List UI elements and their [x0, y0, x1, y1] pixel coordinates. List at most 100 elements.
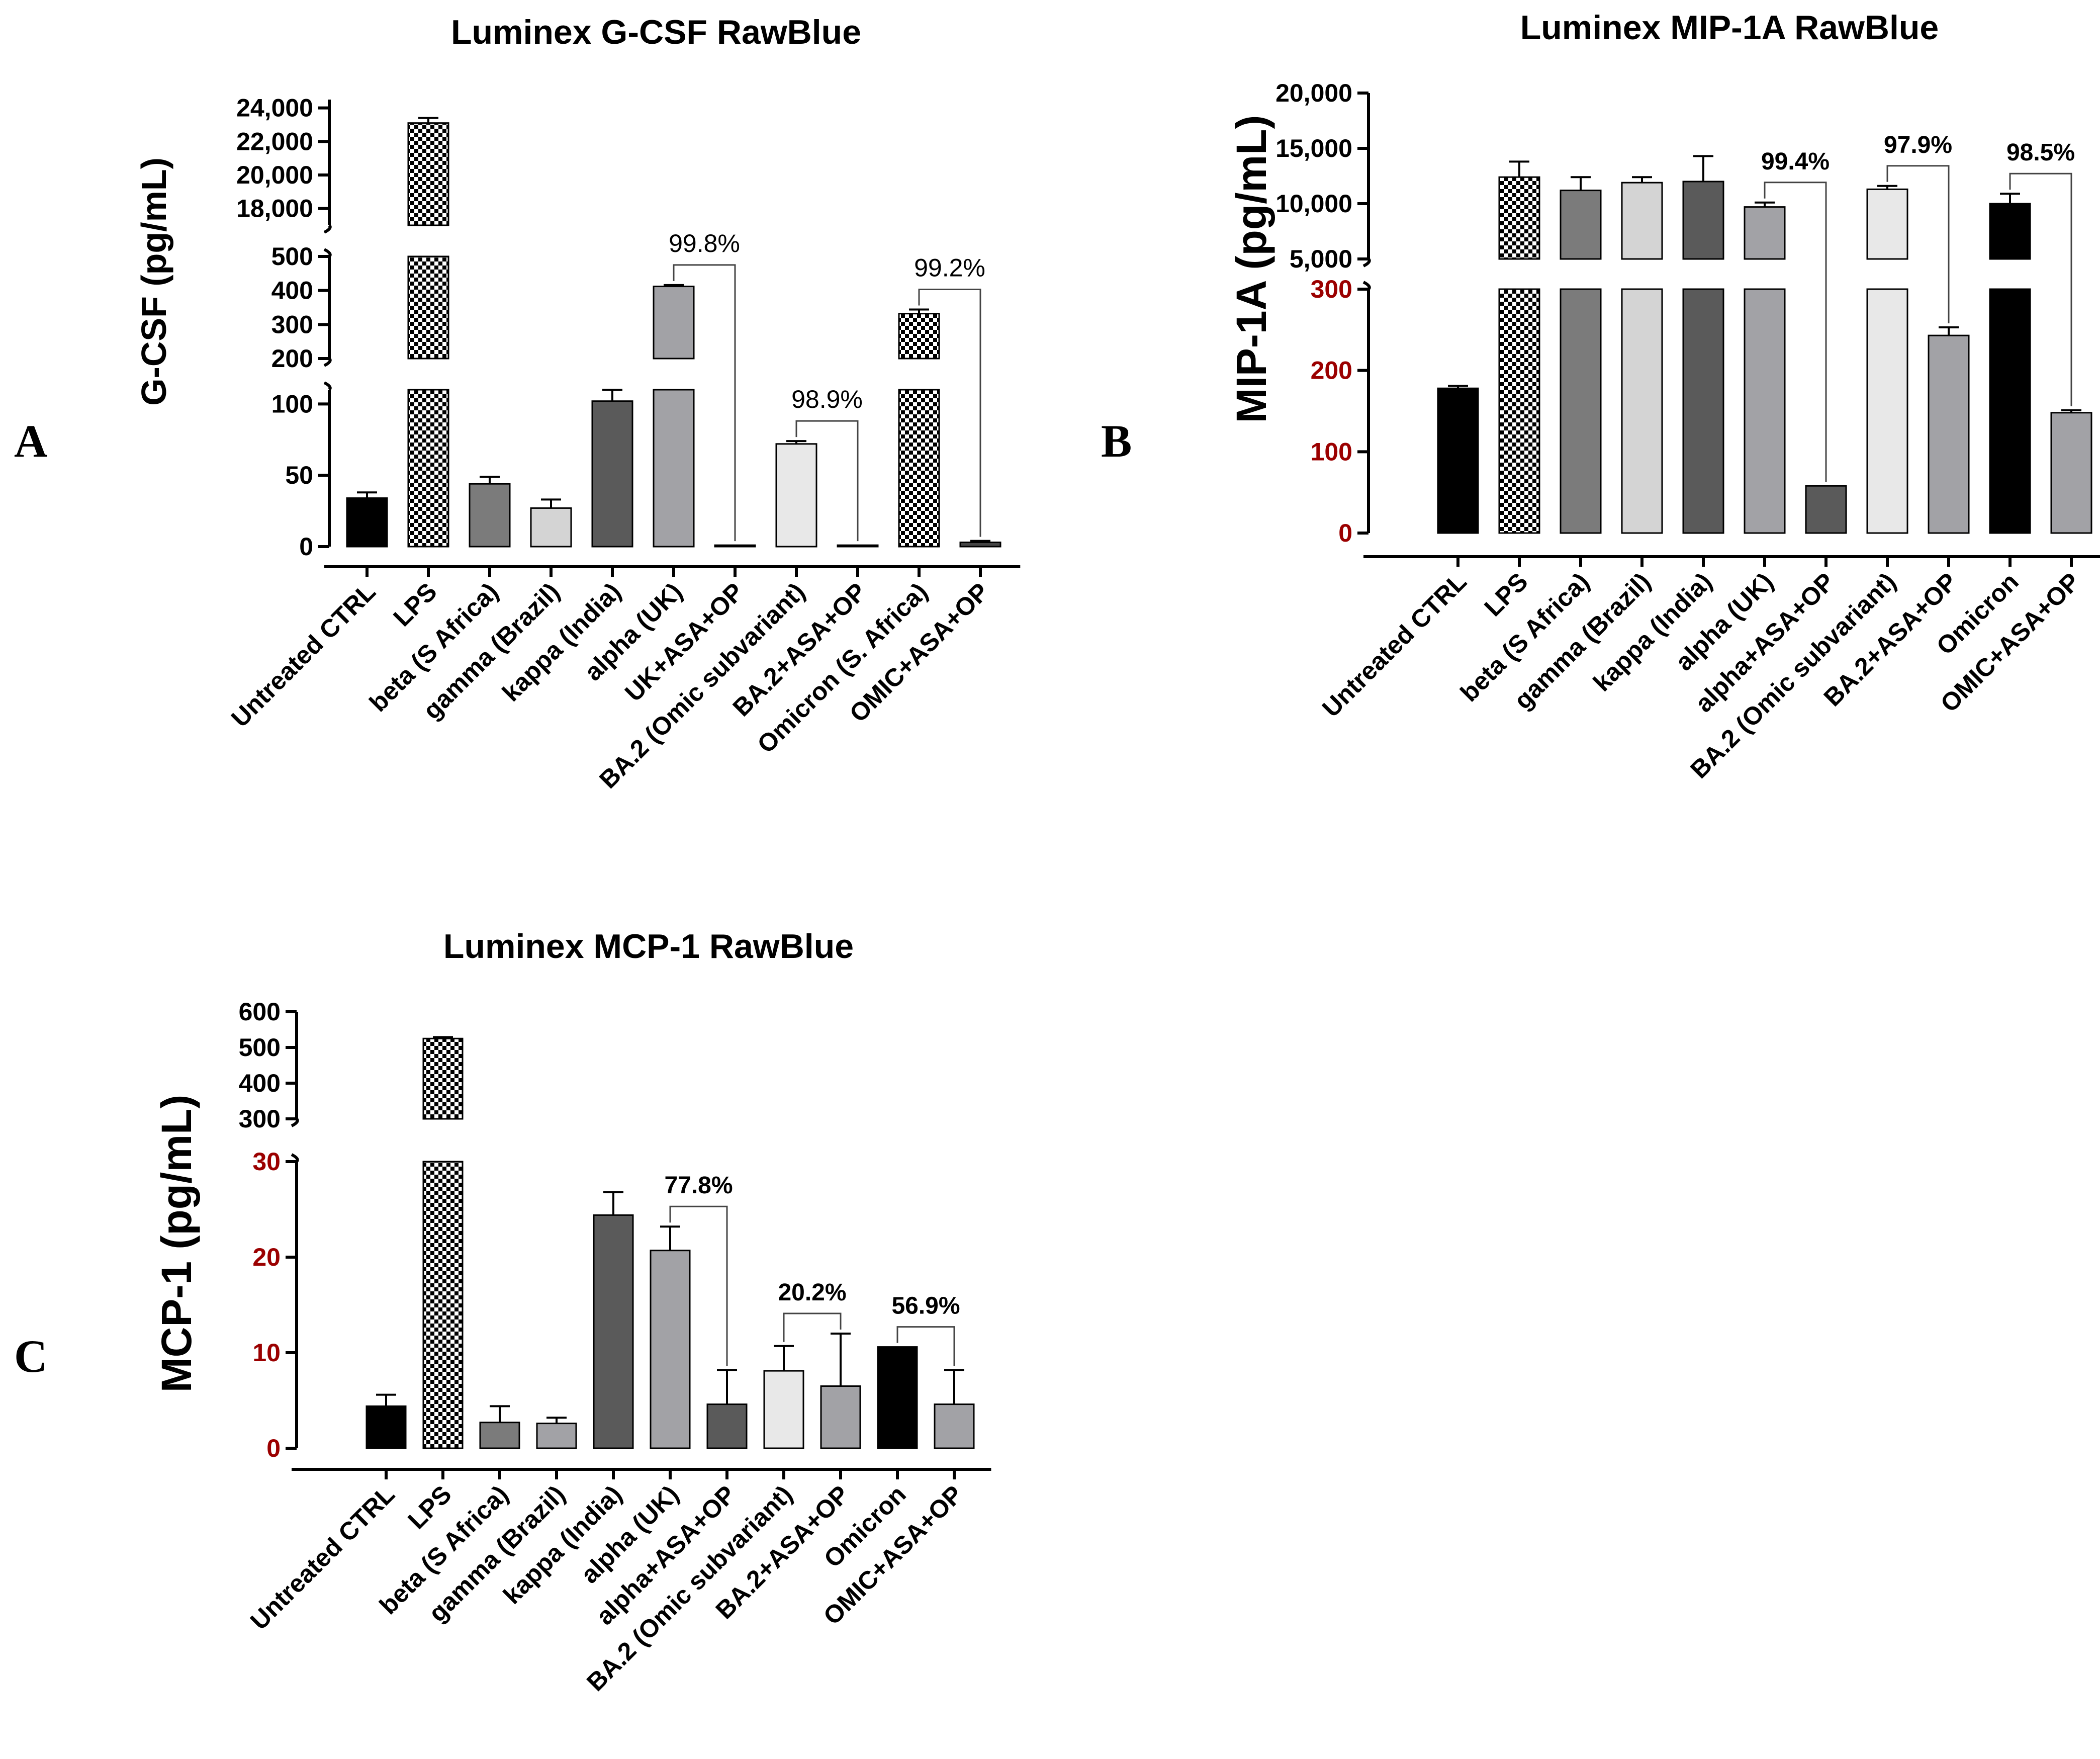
bar	[422, 1037, 464, 1120]
bar	[407, 255, 449, 360]
y-tick-label: 22,000	[236, 127, 313, 155]
bar	[530, 507, 572, 548]
bar	[1437, 387, 1479, 534]
y-tick-label: 50	[285, 461, 313, 489]
bar	[1744, 288, 1786, 534]
bar	[1866, 288, 1908, 534]
y-tick-label: 500	[239, 1033, 281, 1062]
y-tick-label: 0	[266, 1434, 281, 1462]
bar	[775, 443, 817, 548]
bar	[346, 497, 388, 548]
reduction-label: 97.9%	[1884, 132, 1952, 158]
bar	[1928, 334, 1970, 534]
category-label: Untreated CTRL	[245, 1480, 400, 1635]
category-label: LPS	[388, 577, 442, 632]
bar	[763, 1370, 804, 1449]
bar	[1744, 206, 1786, 260]
reduction-label: 99.2%	[914, 254, 985, 282]
panel-b-title: Luminex MIP-1A RawBlue	[1520, 9, 1939, 47]
bar	[1989, 288, 2031, 534]
bar	[1498, 176, 1540, 260]
y-tick-label: 10,000	[1275, 190, 1352, 218]
bar	[469, 483, 511, 548]
bar	[898, 389, 940, 548]
axis-break-mark	[323, 224, 332, 234]
y-tick-label: 18,000	[236, 195, 313, 223]
comparison-bracket	[783, 1312, 842, 1342]
comparison-bracket	[795, 420, 859, 542]
bar	[1560, 288, 1602, 534]
y-tick-label: 300	[1311, 275, 1352, 303]
bar	[653, 286, 695, 360]
comparison-bracket	[1764, 182, 1827, 482]
bar	[714, 544, 756, 548]
bar	[898, 313, 940, 360]
y-tick-label: 200	[271, 344, 313, 373]
panel-a: Luminex G-CSF RawBlue A G-CSF (pg/mL) 99…	[14, 13, 1021, 794]
reduction-label: 98.5%	[2006, 139, 2075, 166]
comparison-bracket	[896, 1326, 955, 1366]
panel-b-ylabel: MIP-1A (pg/mL)	[1228, 115, 1275, 423]
bar	[1989, 203, 2031, 260]
panel-a-ylabel: G-CSF (pg/mL)	[134, 157, 173, 406]
bar	[653, 389, 695, 548]
y-tick-label: 5,000	[1290, 245, 1352, 273]
bar	[837, 544, 879, 548]
reduction-label: 98.9%	[791, 385, 863, 413]
panel-a-letter: A	[14, 415, 47, 467]
axis-break-mark	[323, 381, 332, 391]
bar	[593, 1214, 634, 1449]
y-tick-label: 20,000	[236, 161, 313, 189]
reduction-label: 56.9%	[891, 1293, 960, 1320]
y-tick-label: 500	[271, 242, 313, 271]
bar	[479, 1422, 520, 1449]
bar	[1498, 288, 1540, 534]
panel-c-ylabel: MCP-1 (pg/mL)	[153, 1095, 200, 1393]
panel-b-bars: 99.4% 97.9% 98.5%	[1437, 132, 2092, 534]
y-tick-label: 400	[239, 1069, 281, 1097]
bar	[407, 122, 449, 226]
y-tick-label: 200	[1311, 357, 1352, 385]
reduction-label: 20.2%	[778, 1279, 846, 1306]
y-tick-label: 24,000	[236, 94, 313, 122]
bar	[2050, 412, 2092, 534]
axis-break-mark	[1362, 257, 1371, 268]
bar	[650, 1250, 691, 1449]
bar	[1682, 288, 1724, 534]
y-tick-label: 15,000	[1275, 134, 1352, 162]
bar	[407, 389, 449, 548]
y-tick-label: 300	[271, 310, 313, 338]
panel-a-title: Luminex G-CSF RawBlue	[451, 13, 861, 51]
panel-b-letter: B	[1101, 415, 1132, 467]
bar	[422, 1161, 464, 1449]
bar	[1805, 485, 1847, 534]
bar	[877, 1346, 918, 1449]
y-tick-label: 400	[271, 277, 313, 305]
y-tick-label: 30	[252, 1148, 281, 1176]
y-tick-label: 0	[1338, 519, 1352, 547]
y-tick-label: 100	[1311, 437, 1352, 466]
bar	[536, 1423, 577, 1449]
axis-break-mark	[323, 248, 332, 258]
comparison-bracket	[673, 264, 736, 542]
bar	[959, 541, 1001, 548]
comparison-bracket	[2009, 172, 2072, 406]
comparison-bracket	[669, 1205, 728, 1366]
bar	[591, 400, 633, 548]
bar	[1682, 181, 1724, 260]
axis-break-mark	[1362, 281, 1371, 291]
y-tick-label: 300	[239, 1105, 281, 1133]
y-tick-label: 10	[252, 1339, 281, 1367]
panel-c-letter: C	[14, 1331, 47, 1382]
panel-c: Luminex MCP-1 RawBlue C MCP-1 (pg/mL) 77…	[14, 927, 991, 1697]
bar	[934, 1403, 975, 1449]
bar	[1621, 288, 1663, 534]
reduction-label: 99.8%	[669, 229, 740, 257]
category-label: LPS	[1479, 567, 1533, 622]
y-tick-label: 100	[271, 390, 313, 418]
y-tick-label: 20	[252, 1243, 281, 1271]
axis-break-mark	[323, 357, 332, 367]
bar	[1621, 182, 1663, 260]
comparison-bracket	[1886, 165, 1950, 323]
panel-b: Luminex MIP-1A RawBlue B MIP-1A (pg/mL) …	[1101, 9, 2100, 784]
